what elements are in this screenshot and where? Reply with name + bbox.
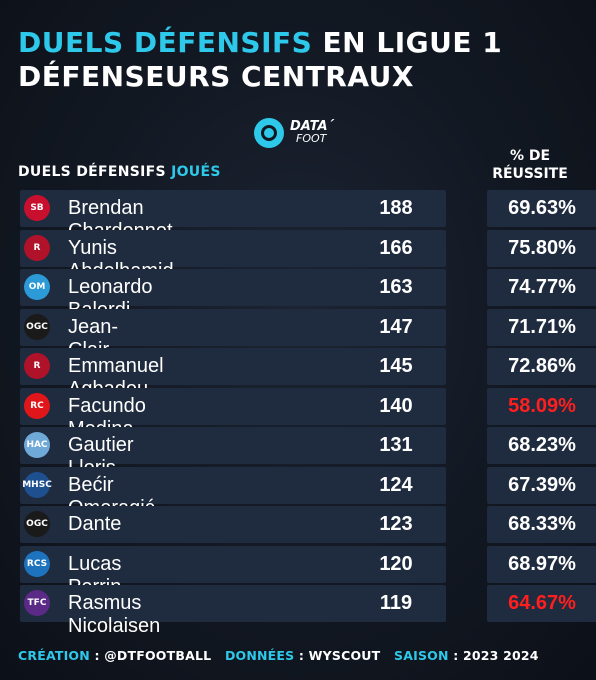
club-crest-icon: OM [24,274,50,300]
duels-count: 123 [379,513,413,535]
pct-card [487,466,596,504]
success-pct: 75.80% [508,236,576,259]
row-card [20,466,446,504]
club-crest-icon: SB [24,195,50,221]
club-crest-icon: RCS [24,550,50,577]
column-header-duels: DUELS DÉFENSIFS JOUÉS [18,164,221,180]
pct-card [487,585,596,622]
club-crest-icon: TFC [24,590,50,616]
header-pct-line2: RÉUSSITE [492,166,568,182]
duels-count: 124 [379,473,413,496]
success-pct: 68.23% [508,434,576,456]
success-pct: 68.97% [508,552,576,575]
pct-card [487,387,596,425]
header-plain: DUELS DÉFENSIFS [18,164,172,180]
duels-count: 140 [379,394,413,417]
duels-count: 120 [379,552,413,575]
datafoot-logo: DATA´ FOOT [254,118,334,148]
club-crest-icon: MHSC [22,471,52,498]
success-pct: 71.71% [508,315,576,338]
club-crest-icon: OGC [24,313,50,340]
header-accent: JOUÉS [171,164,221,180]
success-pct: 64.67% [508,592,576,614]
club-crest-icon: R [24,234,50,261]
club-crest-icon: RC [24,392,50,419]
title-rest: EN LIGUE 1 [312,26,503,59]
success-pct: 67.39% [508,473,576,496]
title-line2: DÉFENSEURS CENTRAUX [18,60,414,93]
row-card [20,229,446,267]
duels-count: 188 [379,197,413,219]
duels-count: 147 [379,315,413,338]
player-name: Rasmus Nicolaisen [68,592,161,637]
footer-creation-value: : @DTFOOTBALL [89,648,212,663]
row-card [20,585,446,622]
row-card [20,545,446,583]
success-pct: 69.63% [508,197,576,219]
footer-data-label: DONNÉES [224,648,295,663]
header-pct-line1: % DE [509,148,551,164]
duels-count: 166 [379,236,413,259]
title-accent: DUELS DÉFENSIFS [18,26,313,59]
pct-card [487,545,596,583]
duels-count: 131 [379,434,413,456]
row-card [20,190,446,227]
row-card [20,427,446,464]
footer-creation-label: CRÉATION [18,648,90,663]
duels-count: 145 [379,355,413,377]
club-crest-icon: HAC [24,432,50,458]
row-card [20,387,446,425]
pct-card [487,229,596,267]
pct-card [487,190,596,227]
logo-line1: DATA´ [290,119,335,134]
logo-icon [254,118,284,148]
pct-card [487,269,596,306]
footer-season-label: SAISON [394,648,449,663]
row-card [20,308,446,346]
success-pct: 74.77% [508,276,576,298]
club-crest-icon: OGC [24,511,50,537]
duels-count: 163 [379,276,413,298]
pct-card [487,348,596,385]
success-pct: 72.86% [508,355,576,377]
column-header-pct: % DE RÉUSSITE [480,147,580,183]
player-name: Dante [68,513,122,535]
success-pct: 68.33% [508,513,576,535]
pct-card [487,427,596,464]
logo-line2: FOOT [296,132,327,145]
footer-season-value: : 2023 2024 [448,648,539,663]
pct-card [487,506,596,543]
success-pct: 58.09% [508,394,576,417]
row-card [20,269,446,306]
pct-card [487,308,596,346]
footer-data-value: : WYSCOUT [294,648,381,663]
row-card [20,348,446,385]
row-card [20,506,446,543]
page-title: DUELS DÉFENSIFS EN LIGUE 1 DÉFENSEURS CE… [18,26,502,94]
duels-count: 119 [379,592,413,614]
club-crest-icon: R [24,353,50,379]
footer-credits: CRÉATION : @DTFOOTBALL DONNÉES : WYSCOUT… [18,648,539,663]
